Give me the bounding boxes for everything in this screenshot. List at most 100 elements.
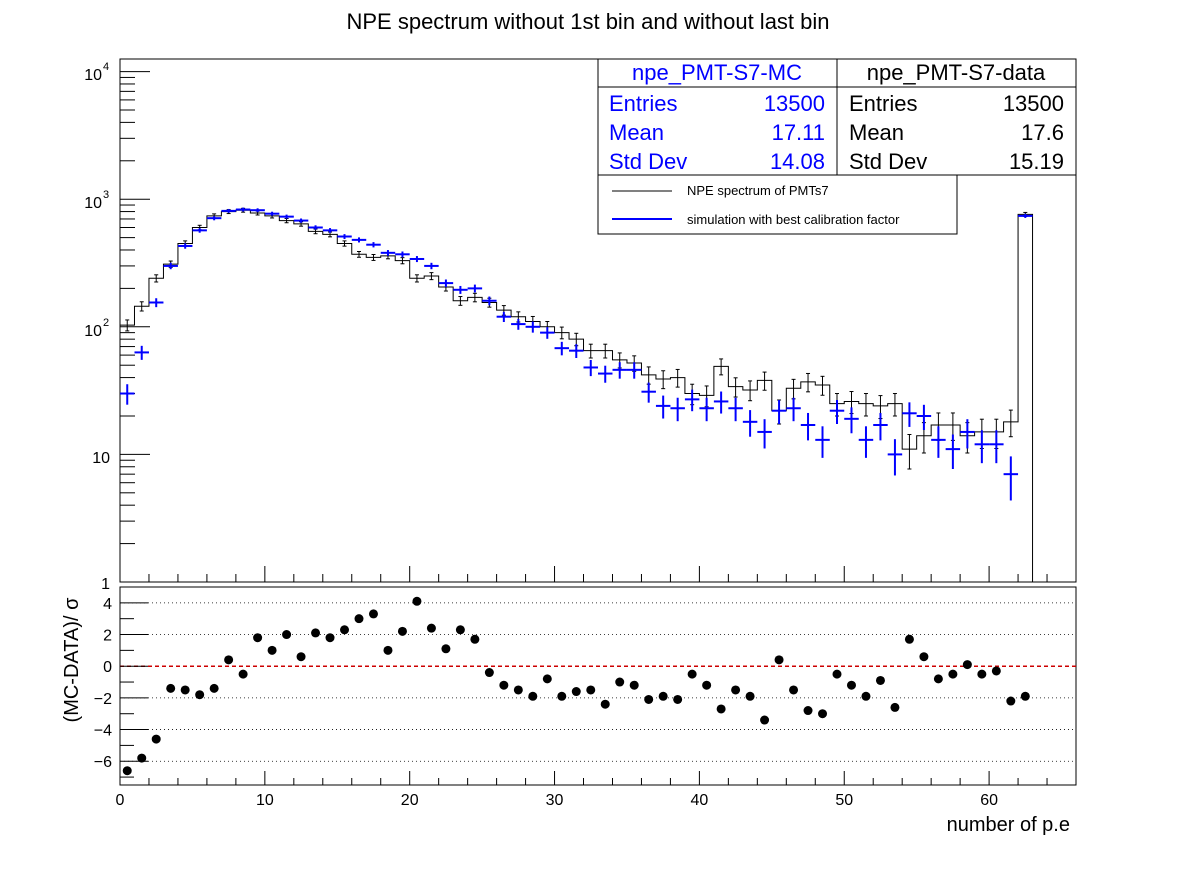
- residual-point: [470, 634, 480, 644]
- y-tick-label-10: 10: [92, 450, 110, 467]
- residual-point: [702, 680, 712, 690]
- residual-point: [832, 669, 842, 679]
- residual-point: [137, 753, 147, 763]
- residual-point: [586, 685, 596, 695]
- residual-point: [513, 685, 523, 695]
- residual-point: [311, 628, 321, 638]
- residual-y-ticks: −6 −4 −2 0 2 4: [94, 586, 148, 778]
- x-axis-label: number of p.e: [947, 814, 1070, 836]
- y-tick-base-10000: 10: [84, 67, 102, 84]
- residual-point: [803, 706, 813, 716]
- x-tick-label: 50: [835, 792, 853, 809]
- main-y-tick-labels: 1 10 10 2 10 3 10 4: [84, 61, 110, 593]
- residual-y-tick-label: 0: [103, 659, 112, 676]
- legend-label-mc: simulation with best calibration factor: [687, 212, 900, 227]
- residual-point: [977, 669, 987, 679]
- residual-point: [542, 674, 552, 684]
- residual-point: [904, 634, 914, 644]
- residual-point: [267, 645, 277, 655]
- residual-plot-frame: [119, 586, 1077, 786]
- y-tick-exp-10000: 4: [103, 61, 109, 73]
- residual-point: [658, 691, 668, 701]
- residual-point: [397, 626, 407, 636]
- legend-label-data: NPE spectrum of PMTs7: [687, 183, 829, 198]
- y-tick-exp-100: 2: [103, 317, 109, 329]
- stats-box-mc: npe_PMT-S7-MC Entries 13500 Mean 17.11 S…: [597, 58, 838, 176]
- residual-point: [238, 669, 248, 679]
- stats-data-entries-value: 13500: [1003, 91, 1064, 116]
- x-tick-label: 20: [401, 792, 419, 809]
- chart-title: NPE spectrum without 1st bin and without…: [346, 9, 829, 34]
- residual-point: [919, 652, 929, 662]
- y-tick-label-10000: 10: [84, 67, 102, 84]
- residual-point: [209, 683, 219, 693]
- stats-mc-title: npe_PMT-S7-MC: [632, 60, 802, 85]
- residual-point: [875, 675, 885, 685]
- residual-point: [818, 709, 828, 719]
- x-tick-label: 0: [116, 792, 125, 809]
- mc-markers: [120, 207, 1033, 501]
- residual-point: [180, 685, 190, 695]
- residual-grid-lines: [120, 602, 1076, 762]
- legend: NPE spectrum of PMTs7 simulation with be…: [597, 174, 958, 235]
- residual-point: [455, 625, 465, 635]
- stats-data-stddev-label: Std Dev: [849, 149, 927, 174]
- stats-data-stddev-value: 15.19: [1009, 149, 1064, 174]
- residual-point: [484, 668, 494, 678]
- residual-point: [673, 694, 683, 704]
- residual-point: [151, 734, 161, 744]
- residual-point: [687, 669, 697, 679]
- residual-point: [991, 666, 1001, 676]
- stats-mc-stddev-value: 14.08: [770, 149, 825, 174]
- residual-point: [426, 623, 436, 633]
- residual-point: [933, 674, 943, 684]
- residual-point: [354, 614, 364, 624]
- y-tick-base-100: 10: [84, 323, 102, 340]
- stats-data-entries-label: Entries: [849, 91, 917, 116]
- residual-y-tick-label: 4: [103, 596, 112, 613]
- stats-mc-entries-label: Entries: [609, 91, 677, 116]
- x-tick-label: 30: [546, 792, 564, 809]
- y-tick-label-1: 1: [101, 576, 110, 593]
- residual-points: [122, 596, 1030, 776]
- residual-point: [441, 644, 451, 654]
- y-tick-base-1000: 10: [84, 195, 102, 212]
- y-tick-exp-1000: 3: [103, 189, 109, 201]
- residual-point: [296, 652, 306, 662]
- residual-point: [600, 699, 610, 709]
- y-tick-label-100: 10: [84, 323, 102, 340]
- residual-y-tick-label: −4: [94, 723, 112, 740]
- residual-y-tick-label: −2: [94, 691, 112, 708]
- residual-point: [499, 680, 509, 690]
- x-tick-label: 40: [690, 792, 708, 809]
- residual-point: [412, 596, 422, 606]
- residual-y-axis-label: (MC-DATA)/ σ: [61, 597, 83, 723]
- residual-point: [325, 633, 335, 643]
- main-y-ticks: [120, 71, 150, 583]
- residual-point: [1020, 691, 1030, 701]
- residual-point: [253, 633, 263, 643]
- residual-point: [166, 683, 176, 693]
- residual-point: [282, 630, 292, 640]
- residual-point: [789, 685, 799, 695]
- y-tick-label-1000: 10: [84, 195, 102, 212]
- residual-point: [629, 680, 639, 690]
- residual-point: [368, 609, 378, 619]
- residual-point: [224, 655, 234, 665]
- residual-point: [571, 687, 581, 697]
- residual-x-ticks: 0 10 20 30 40 50 60: [116, 771, 1077, 809]
- residual-point: [195, 690, 205, 700]
- residual-point: [615, 677, 625, 687]
- stats-mc-entries-value: 13500: [764, 91, 825, 116]
- x-tick-label: 10: [256, 792, 274, 809]
- residual-point: [962, 660, 972, 670]
- residual-point: [716, 704, 726, 714]
- residual-point: [122, 766, 132, 776]
- residual-point: [846, 680, 856, 690]
- residual-point: [760, 715, 770, 725]
- residual-point: [890, 702, 900, 712]
- residual-point: [528, 691, 538, 701]
- residual-point: [1006, 696, 1016, 706]
- residual-point: [731, 685, 741, 695]
